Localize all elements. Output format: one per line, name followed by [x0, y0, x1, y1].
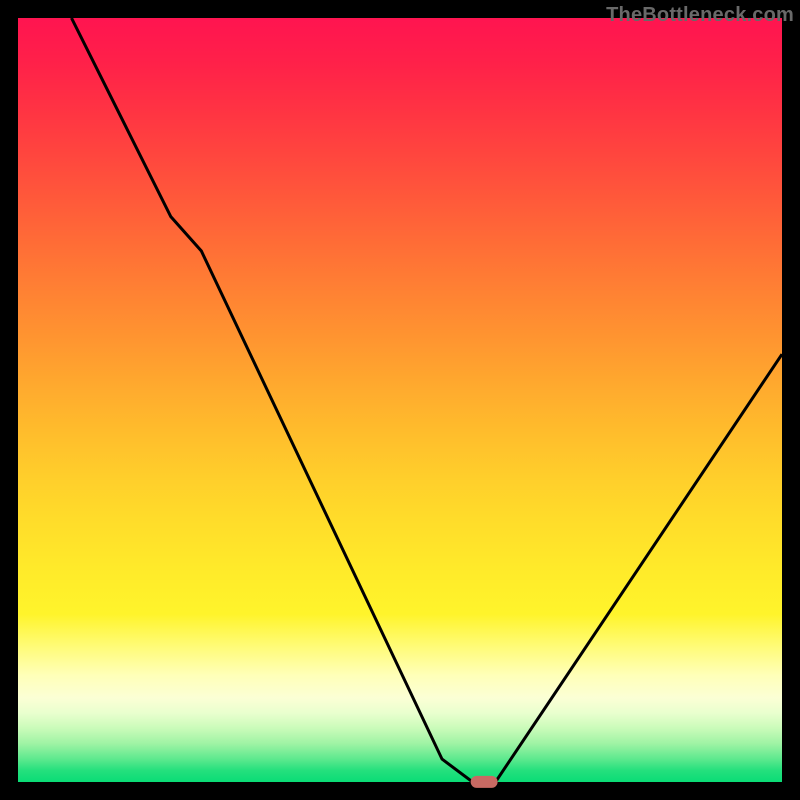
chart-svg — [0, 0, 800, 800]
watermark-text: TheBottleneck.com — [606, 4, 794, 27]
bottleneck-chart: TheBottleneck.com — [0, 0, 800, 800]
optimal-marker — [471, 776, 498, 788]
